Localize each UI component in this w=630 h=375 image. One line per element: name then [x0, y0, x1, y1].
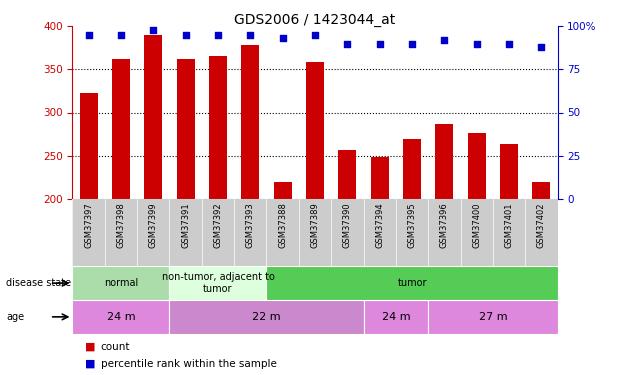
Text: age: age: [6, 312, 25, 322]
Text: ■: ■: [85, 359, 96, 369]
Text: GSM37389: GSM37389: [311, 202, 319, 248]
Bar: [241, 45, 259, 199]
Bar: [428, 300, 558, 334]
Bar: [274, 182, 292, 199]
Bar: [364, 300, 428, 334]
Bar: [500, 144, 518, 199]
Text: GSM37398: GSM37398: [117, 202, 125, 248]
Point: [310, 32, 320, 38]
Bar: [266, 266, 558, 300]
Bar: [403, 139, 421, 199]
Text: GSM37390: GSM37390: [343, 202, 352, 248]
Point: [342, 40, 352, 46]
Point: [116, 32, 126, 38]
Bar: [169, 266, 266, 300]
Point: [375, 40, 385, 46]
Text: GSM37393: GSM37393: [246, 202, 255, 248]
Point: [407, 40, 417, 46]
Point: [84, 32, 94, 38]
Text: 24 m: 24 m: [382, 312, 410, 322]
Text: GSM37400: GSM37400: [472, 202, 481, 248]
Text: GSM37396: GSM37396: [440, 202, 449, 248]
Text: GDS2006 / 1423044_at: GDS2006 / 1423044_at: [234, 13, 396, 27]
Bar: [338, 150, 356, 199]
Text: 24 m: 24 m: [106, 312, 135, 322]
Text: disease state: disease state: [6, 278, 71, 288]
Point: [439, 37, 449, 43]
Text: 27 m: 27 m: [479, 312, 507, 322]
Point: [245, 32, 255, 38]
Bar: [72, 266, 169, 300]
Bar: [80, 93, 98, 199]
Text: GSM37394: GSM37394: [375, 202, 384, 248]
Bar: [468, 133, 486, 199]
Text: GSM37388: GSM37388: [278, 202, 287, 248]
Point: [278, 35, 288, 41]
Text: GSM37395: GSM37395: [408, 202, 416, 248]
Bar: [177, 59, 195, 199]
Text: non-tumor, adjacent to
tumor: non-tumor, adjacent to tumor: [161, 272, 275, 294]
Point: [472, 40, 482, 46]
Text: GSM37399: GSM37399: [149, 202, 158, 248]
Text: count: count: [101, 342, 130, 352]
Bar: [112, 59, 130, 199]
Bar: [532, 182, 550, 199]
Point: [148, 27, 158, 33]
Text: 22 m: 22 m: [252, 312, 281, 322]
Text: GSM37401: GSM37401: [505, 202, 513, 248]
Text: GSM37397: GSM37397: [84, 202, 93, 248]
Bar: [306, 63, 324, 199]
Point: [181, 32, 191, 38]
Point: [536, 44, 546, 50]
Text: normal: normal: [104, 278, 138, 288]
Text: ■: ■: [85, 342, 96, 352]
Bar: [169, 300, 364, 334]
Bar: [72, 300, 169, 334]
Text: GSM37392: GSM37392: [214, 202, 222, 248]
Point: [213, 32, 223, 38]
Text: GSM37391: GSM37391: [181, 202, 190, 248]
Bar: [371, 158, 389, 199]
Bar: [144, 35, 162, 199]
Text: tumor: tumor: [398, 278, 427, 288]
Bar: [435, 124, 453, 199]
Text: GSM37402: GSM37402: [537, 202, 546, 248]
Point: [504, 40, 514, 46]
Text: percentile rank within the sample: percentile rank within the sample: [101, 359, 277, 369]
Bar: [209, 57, 227, 199]
